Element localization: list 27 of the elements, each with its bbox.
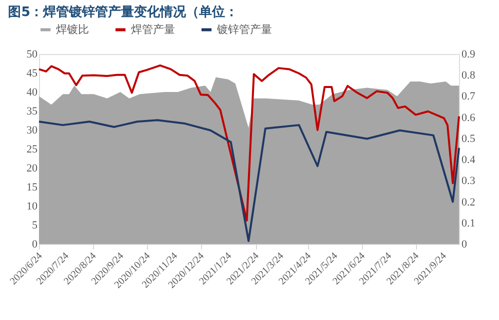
y-tick-label: 15 xyxy=(26,182,38,194)
y2-tick-label: 0.6 xyxy=(462,112,476,124)
y2-tick-label: 0.7 xyxy=(462,90,476,103)
y-tick-label: 45 xyxy=(26,68,38,80)
line-series xyxy=(38,119,460,242)
legend-label: 焊镀比 xyxy=(56,22,89,36)
legend-label: 镀锌管产量 xyxy=(216,22,272,36)
y-tick-label: 10 xyxy=(26,200,38,212)
y-tick-label: 5 xyxy=(32,220,38,232)
y-tick-label: 50 xyxy=(26,48,38,60)
y-tick-label: 40 xyxy=(26,86,38,98)
y2-tick-label: 0.3 xyxy=(462,175,476,188)
chart-title: 图5：焊管镀锌管产量变化情况（单位： xyxy=(8,4,238,20)
y2-tick-label: 0 xyxy=(462,238,468,250)
y-tick-label: 20 xyxy=(26,162,38,174)
y2-tick-label: 0.4 xyxy=(462,154,476,166)
y-tick-label: 0 xyxy=(32,238,38,250)
y2-tick-label: 0.8 xyxy=(462,70,476,82)
line-series xyxy=(38,64,460,222)
y2-tick-label: 0.1 xyxy=(462,217,476,230)
y-tick-label: 35 xyxy=(26,106,38,118)
y2-tick-label: 0.5 xyxy=(462,132,476,145)
y-tick-label: 25 xyxy=(26,144,38,156)
y2-tick-label: 0.9 xyxy=(462,48,476,60)
legend-label: 焊管产量 xyxy=(131,22,175,36)
y2-tick-label: 0.2 xyxy=(462,196,476,208)
y-tick-label: 30 xyxy=(26,124,38,136)
